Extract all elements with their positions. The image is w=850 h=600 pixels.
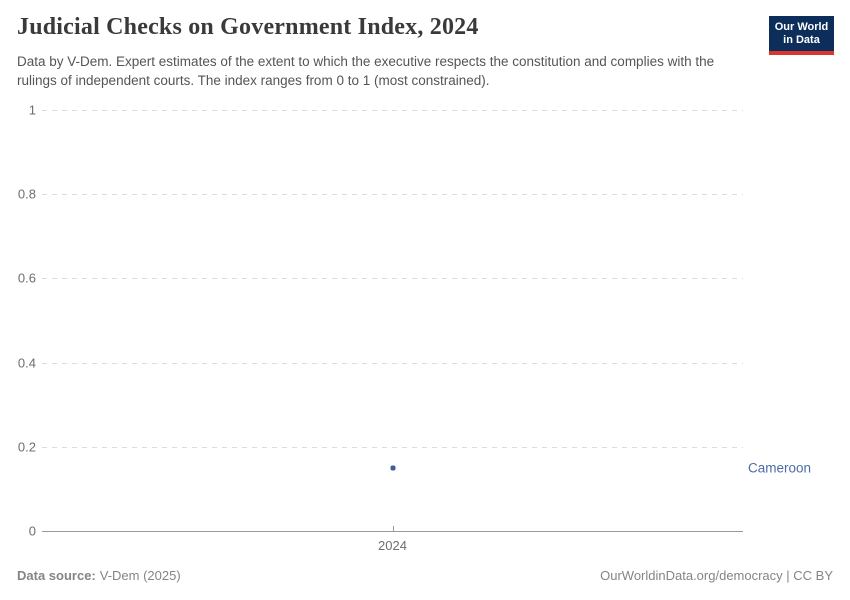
chart-title: Judicial Checks on Government Index, 202… xyxy=(17,14,479,40)
x-tick-label: 2024 xyxy=(378,538,407,553)
x-axis-line xyxy=(42,531,743,532)
y-tick-label: 0.2 xyxy=(17,439,36,455)
entity-label[interactable]: Cameroon xyxy=(748,460,812,476)
x-axis-tick xyxy=(392,526,394,531)
y-tick-label: 1 xyxy=(28,102,36,118)
chart-subtitle: Data by V-Dem. Expert estimates of the e… xyxy=(17,54,715,88)
data-source-label: Data source: xyxy=(17,568,96,583)
y-tick-label: 0.8 xyxy=(17,186,36,202)
data-point-cameroon[interactable] xyxy=(390,465,395,471)
y-tick-label: 0.6 xyxy=(17,270,36,286)
data-source: Data source: V-Dem (2025) xyxy=(17,568,181,583)
gridline xyxy=(42,446,743,448)
owid-logo: Our World in Data xyxy=(769,16,834,55)
logo-line1: Our World xyxy=(774,21,829,33)
chart-footer: Data source: V-Dem (2025) OurWorldinData.… xyxy=(17,568,833,583)
gridline xyxy=(42,194,743,196)
y-tick-label: 0 xyxy=(28,523,36,539)
y-tick-label: 0.4 xyxy=(17,355,36,371)
gridline xyxy=(42,110,743,111)
gridline xyxy=(42,362,743,364)
gridline xyxy=(42,278,743,280)
credit-link[interactable]: OurWorldinData.org/democracy | CC BY xyxy=(600,568,833,583)
data-source-value: V-Dem (2025) xyxy=(99,568,181,583)
logo-line2: in Data xyxy=(783,34,820,46)
